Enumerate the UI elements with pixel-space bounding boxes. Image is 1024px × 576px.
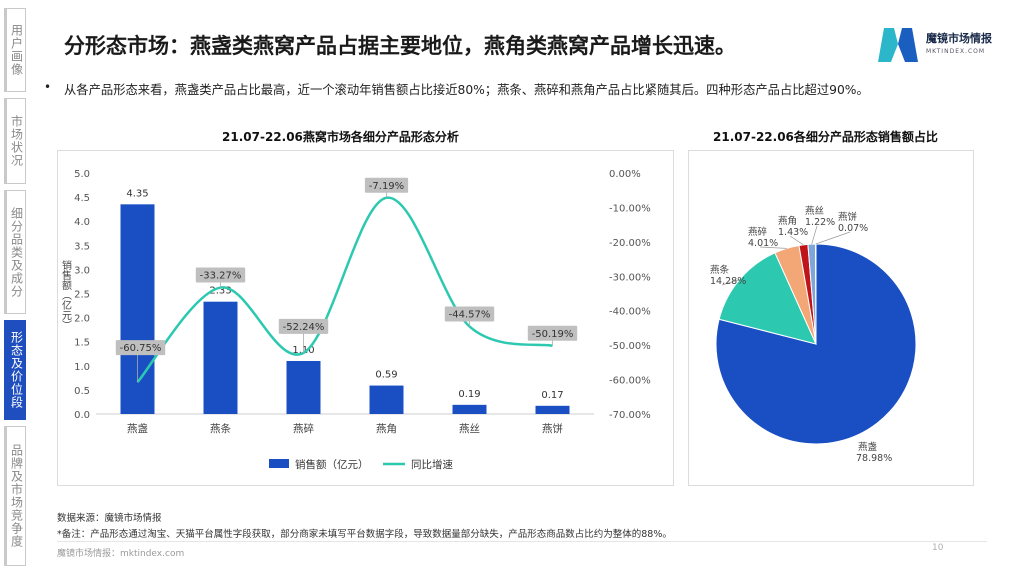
line-value-label: -60.75% bbox=[120, 343, 162, 354]
x-tick-label: 燕角 bbox=[376, 423, 397, 435]
line-value-label: -50.19% bbox=[532, 329, 574, 340]
nav-tab-label: 用户画像 bbox=[9, 24, 24, 76]
legend-line-label: 同比增速 bbox=[411, 458, 453, 471]
nav-tab-label: 市场状况 bbox=[9, 115, 24, 167]
y2-tick-label: -40.00% bbox=[609, 307, 651, 318]
line-label-box bbox=[444, 306, 495, 322]
x-tick-label: 燕条 bbox=[210, 422, 231, 435]
summary-text: 从各产品形态来看，燕盏类产品占比最高，近一个滚动年销售额占比接近80%；燕条、燕… bbox=[64, 83, 869, 97]
nav-tab-1[interactable]: 用户画像 bbox=[4, 8, 26, 92]
bar-value-label: 2.33 bbox=[209, 286, 231, 297]
page-number: 10 bbox=[932, 543, 944, 553]
nav-tab-label: 形态及价位段 bbox=[9, 331, 24, 409]
legend-bar-swatch bbox=[269, 459, 289, 468]
bar-chart-title: 21.07-22.06燕窝市场各细分产品形态分析 bbox=[222, 130, 459, 144]
pie-slice-value: 1.22% bbox=[805, 217, 835, 228]
bar-燕角 bbox=[369, 385, 404, 414]
line-value-label: -52.24% bbox=[283, 322, 325, 333]
pie-leader-line bbox=[811, 225, 818, 245]
y2-tick-label: -60.00% bbox=[609, 376, 651, 387]
y-tick-label: 4.0 bbox=[74, 217, 90, 228]
bar-value-label: 0.17 bbox=[541, 390, 563, 401]
y-tick-label: 2.0 bbox=[74, 314, 90, 325]
pie-slice-value: 14.28% bbox=[710, 276, 746, 287]
line-label-box bbox=[195, 267, 246, 283]
y-tick-label: 4.5 bbox=[74, 193, 90, 204]
x-tick-label: 燕碎 bbox=[293, 422, 314, 435]
y2-tick-label: -30.00% bbox=[609, 272, 651, 283]
bar-燕饼 bbox=[535, 405, 570, 414]
logo-mark-icon bbox=[878, 28, 918, 62]
line-label-box bbox=[278, 318, 329, 334]
footer-divider bbox=[57, 541, 987, 542]
bar-value-label: 0.19 bbox=[458, 389, 480, 400]
y2-tick-label: -70.00% bbox=[609, 410, 651, 421]
line-label-box bbox=[527, 325, 578, 341]
line-label-box bbox=[364, 177, 409, 193]
remark-note: *备注：产品形态通过淘宝、天猫平台属性字段获取，部分商家未填写平台数据字段，导致… bbox=[57, 529, 672, 540]
y2-tick-label: -10.00% bbox=[609, 203, 651, 214]
nav-tab-label: 品牌及市场竞争度 bbox=[9, 444, 24, 548]
legend-bar-label: 销售额（亿元） bbox=[295, 458, 369, 471]
bar-燕碎 bbox=[286, 360, 321, 414]
y2-tick-label: -20.00% bbox=[609, 238, 651, 249]
nav-tab-label: 细分品类及成分 bbox=[9, 206, 24, 298]
nav-tab-2[interactable]: 市场状况 bbox=[4, 98, 26, 184]
brand-logo: 魔镜市场情报 MKTINDEX.COM bbox=[876, 24, 1006, 68]
pie-slice-value: 1.43% bbox=[778, 227, 808, 238]
pie-slice-label: 燕丝 bbox=[805, 205, 824, 217]
pie-leader-line bbox=[815, 231, 851, 245]
y2-tick-label: 0.00% bbox=[609, 169, 641, 180]
bar-line-chart: 0.0 0.5 1.0 1.5 2.0 2.5 3.0 3.5 4.0 4.5 5.0 0.00% -1… bbox=[60, 169, 651, 471]
y-tick-label: 0.0 bbox=[74, 410, 90, 421]
line-value-label: -7.19% bbox=[369, 181, 404, 192]
pie-leader-line bbox=[789, 235, 804, 246]
nav-tab-3[interactable]: 细分品类及成分 bbox=[4, 190, 26, 314]
logo-text: 魔镜市场情报 bbox=[926, 32, 992, 45]
footer-brand: 魔镜市场情报：mktindex.com bbox=[57, 549, 185, 559]
bar-燕盏 bbox=[120, 204, 155, 414]
pie-slice-燕条 bbox=[718, 252, 817, 345]
bar-燕条 bbox=[203, 301, 238, 414]
pie-slice-value: 0.07% bbox=[838, 223, 868, 234]
logo-url: MKTINDEX.COM bbox=[926, 48, 986, 55]
y-axis-label: 销售额（亿元） bbox=[60, 259, 72, 330]
line-value-label: -33.27% bbox=[200, 271, 242, 282]
y-tick-label: 2.5 bbox=[74, 290, 90, 301]
y-tick-label: 3.0 bbox=[74, 265, 90, 276]
y-tick-label: 1.0 bbox=[74, 362, 90, 373]
pie-slice-value: 78.98% bbox=[856, 453, 892, 464]
data-source-note: 数据来源：魔镜市场情报 bbox=[57, 513, 162, 524]
y2-tick-label: -50.00% bbox=[609, 341, 651, 352]
pie-slice-label: 燕角 bbox=[778, 215, 797, 227]
line-value-label: -44.57% bbox=[449, 309, 491, 320]
pie-slice-label: 燕碎 bbox=[748, 226, 768, 238]
pie-leader-line bbox=[759, 246, 787, 249]
line-label-box bbox=[115, 340, 166, 356]
pie-slice-label: 燕饼 bbox=[838, 211, 858, 223]
x-tick-label: 燕盏 bbox=[127, 422, 148, 435]
pie-slice-label: 燕条 bbox=[710, 264, 730, 276]
bar-line-chart-panel bbox=[57, 150, 674, 486]
y-tick-label: 0.5 bbox=[74, 386, 90, 397]
x-tick-label: 燕饼 bbox=[542, 422, 563, 435]
page-title: 分形态市场：燕盏类燕窝产品占据主要地位，燕角类燕窝产品增长迅速。 bbox=[64, 34, 736, 58]
nav-tab-4[interactable]: 形态及价位段 bbox=[4, 320, 26, 420]
pie-chart-title: 21.07-22.06各细分产品形态销售额占比 bbox=[713, 130, 938, 144]
pie-slice-label: 燕盏 bbox=[858, 441, 878, 453]
growth-line bbox=[136, 196, 553, 383]
pie-slice-value: 4.01% bbox=[748, 238, 778, 249]
bar-燕丝 bbox=[452, 404, 487, 414]
bar-value-label: 0.59 bbox=[375, 370, 397, 381]
y-tick-label: 1.5 bbox=[74, 338, 90, 349]
x-tick-label: 燕丝 bbox=[459, 423, 480, 435]
pie-leader-line bbox=[721, 279, 740, 286]
bullet-dot: • bbox=[44, 80, 52, 94]
bar-value-label: 4.35 bbox=[126, 188, 148, 199]
nav-tab-5[interactable]: 品牌及市场竞争度 bbox=[4, 426, 26, 566]
y-tick-label: 5.0 bbox=[74, 169, 90, 180]
y-tick-label: 3.5 bbox=[74, 241, 90, 252]
